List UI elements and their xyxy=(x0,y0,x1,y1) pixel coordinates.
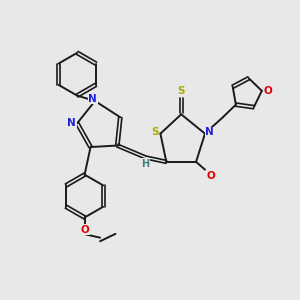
Text: O: O xyxy=(263,86,272,96)
Text: S: S xyxy=(178,86,185,96)
Text: O: O xyxy=(80,225,89,235)
Text: O: O xyxy=(207,171,215,181)
Text: H: H xyxy=(142,159,150,169)
Text: N: N xyxy=(205,127,214,137)
Text: S: S xyxy=(151,127,159,137)
Text: N: N xyxy=(68,118,76,128)
Text: N: N xyxy=(88,94,97,103)
